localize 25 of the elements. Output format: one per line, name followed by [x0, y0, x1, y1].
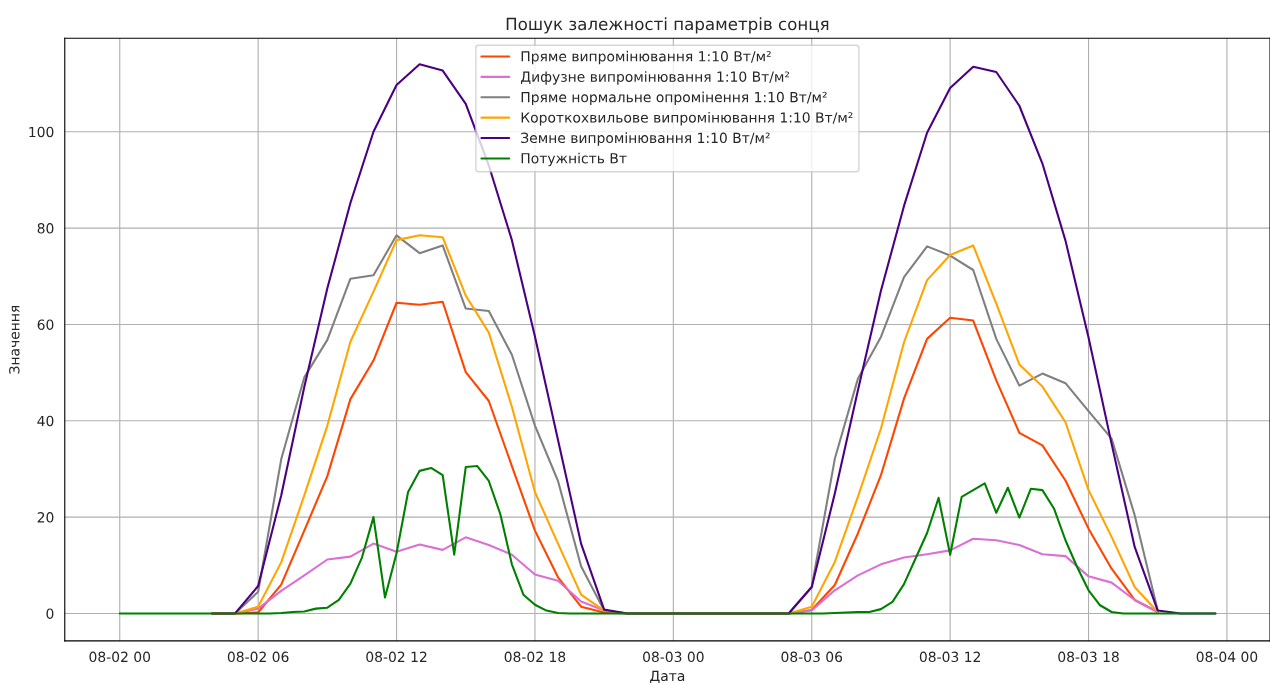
legend-label: Потужність Вт — [521, 152, 627, 167]
legend-label: Короткохвильове випромінювання 1:10 Вт/м² — [521, 111, 853, 126]
x-axis-title: Дата — [650, 670, 685, 684]
y-tick-label: 60 — [37, 319, 54, 330]
x-tick-label: 08-02 00 — [89, 651, 151, 663]
line-series — [118, 465, 1217, 615]
x-tick-label: 08-02 12 — [366, 651, 427, 663]
legend-label: Дифузне випромінювання 1:10 Вт/м² — [520, 71, 790, 85]
x-tick-label: 08-04 00 — [1196, 651, 1258, 663]
legend-label: Пряме випромінювання 1:10 Вт/м² — [521, 50, 771, 65]
legend-label: Пряме нормальне опромінення 1:10 Вт/м² — [521, 91, 827, 106]
x-tick-label: 08-03 00 — [643, 651, 704, 663]
y-tick-label: 100 — [29, 126, 54, 138]
y-axis-title: Значення — [9, 305, 20, 374]
y-tick-label: 0 — [46, 608, 54, 619]
x-tick-label: 08-02 18 — [504, 651, 566, 663]
y-tick-label: 80 — [37, 223, 54, 234]
y-tick-label: 20 — [37, 512, 54, 523]
legend-label: Земне випромінювання 1:10 Вт/м² — [521, 132, 770, 146]
x-tick-label: 08-03 18 — [1058, 651, 1119, 663]
chart-title: Пошук залежності параметрів сонця — [506, 17, 829, 34]
x-tick-label: 08-02 06 — [227, 651, 289, 663]
y-tick-label: 40 — [37, 415, 54, 427]
x-tick-label: 08-03 06 — [781, 651, 843, 663]
x-tick-label: 08-03 12 — [919, 651, 980, 663]
